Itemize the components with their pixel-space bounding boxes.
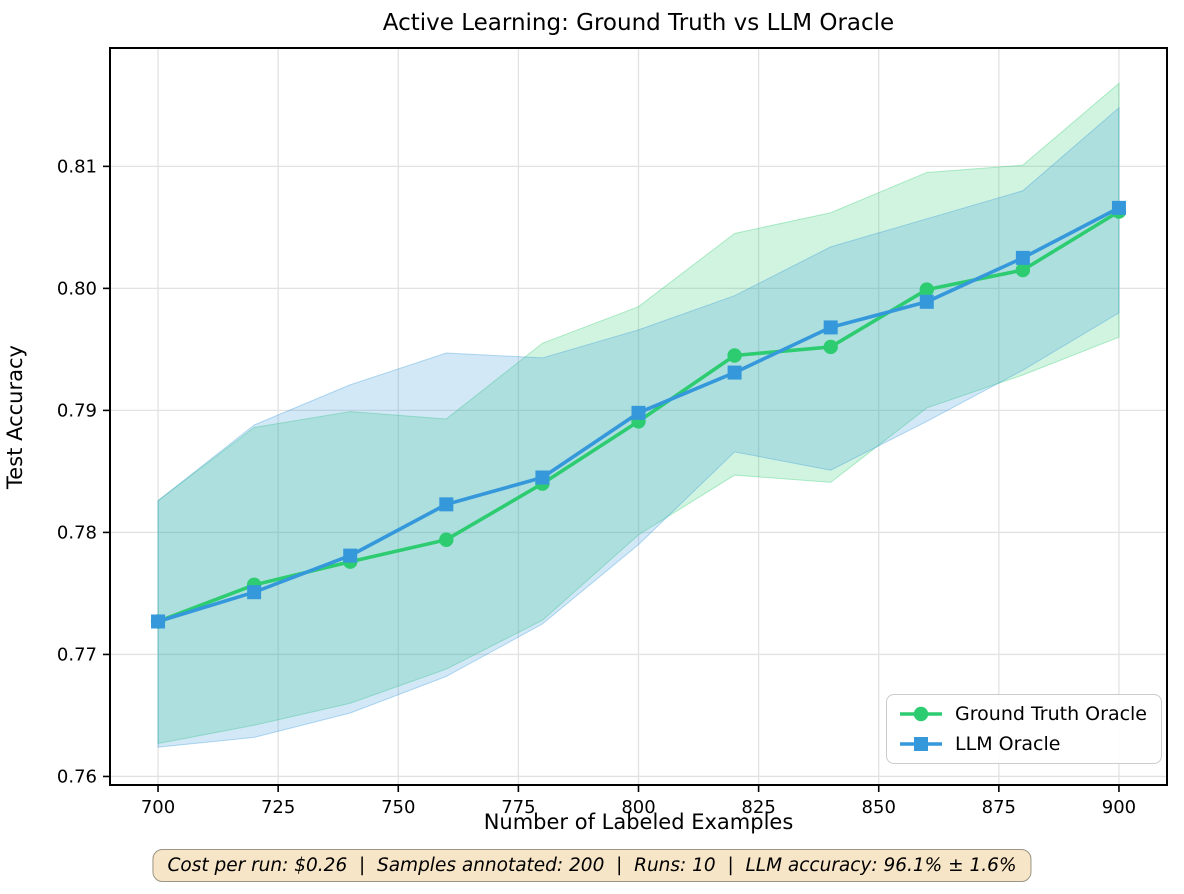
x-tick-label: 850	[862, 797, 896, 818]
marker-circle-ground-truth	[823, 339, 838, 355]
y-tick-label: 0.76	[57, 766, 97, 787]
x-tick-label: 900	[1102, 797, 1136, 818]
legend-item-ground-truth: Ground Truth Oracle	[897, 703, 1147, 725]
legend-label-llm: LLM Oracle	[955, 733, 1061, 755]
marker-square-llm	[439, 497, 454, 512]
marker-square-llm	[727, 365, 742, 380]
x-tick-label: 800	[621, 797, 655, 818]
y-tick-label: 0.79	[57, 400, 97, 421]
marker-square-llm	[919, 294, 934, 309]
marker-square-llm	[1111, 200, 1126, 215]
marker-square-llm	[247, 585, 262, 600]
marker-square-llm	[823, 320, 838, 335]
marker-circle-ground-truth	[439, 532, 454, 547]
marker-circle-ground-truth	[1015, 262, 1031, 278]
y-tick-label: 0.81	[57, 156, 97, 177]
marker-square-llm	[535, 470, 550, 485]
footer-annotation: Cost per run: $0.26 | Samples annotated:…	[152, 849, 1032, 882]
y-tick-label: 0.80	[57, 278, 97, 299]
marker-square-llm	[343, 548, 358, 563]
marker-square-llm	[1015, 250, 1030, 265]
legend-item-llm: LLM Oracle	[897, 733, 1147, 755]
y-axis-label: Test Accuracy	[3, 345, 27, 489]
x-tick-label: 825	[741, 797, 775, 818]
marker-square-llm	[631, 405, 646, 420]
marker-square-llm	[151, 614, 166, 629]
x-tick-label: 875	[982, 797, 1016, 818]
marker-circle-ground-truth	[727, 348, 742, 363]
x-axis-label: Number of Labeled Examples	[483, 810, 794, 834]
legend-label-ground-truth: Ground Truth Oracle	[955, 703, 1147, 725]
chart-title: Active Learning: Ground Truth vs LLM Ora…	[382, 10, 895, 36]
y-tick-label: 0.78	[57, 522, 97, 543]
legend: Ground Truth Oracle LLM Oracle	[886, 694, 1162, 764]
x-tick-label: 700	[141, 797, 175, 818]
x-tick-label: 775	[501, 797, 535, 818]
legend-swatch-square-icon	[900, 737, 943, 751]
x-tick-label: 750	[381, 797, 415, 818]
marker-circle-ground-truth	[919, 282, 934, 297]
legend-swatch-circle-icon	[900, 706, 943, 722]
y-tick-label: 0.77	[57, 644, 97, 665]
x-tick-label: 725	[261, 797, 295, 818]
